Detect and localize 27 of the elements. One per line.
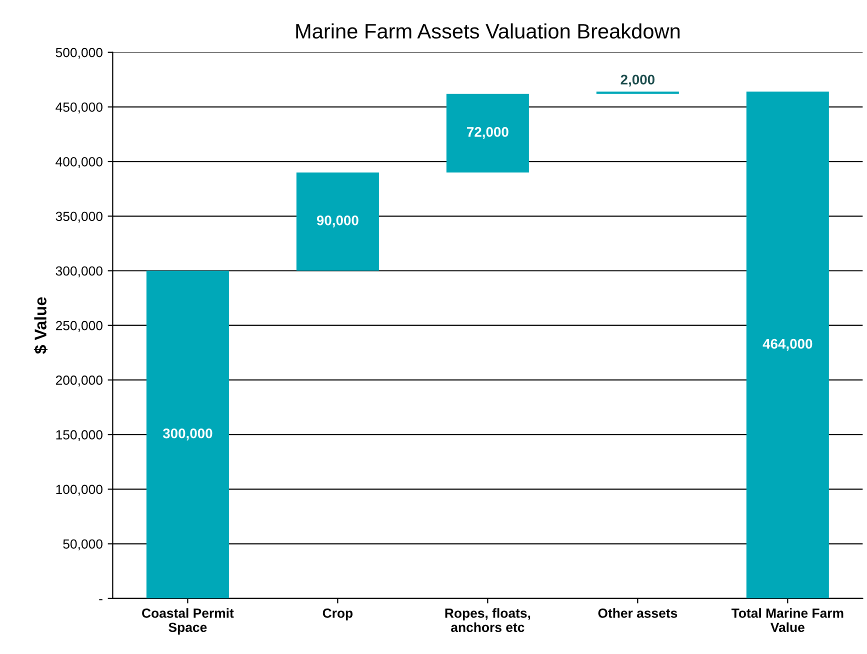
x-tick-label: Crop <box>322 608 353 620</box>
y-tick-label: 50,000 <box>63 539 102 550</box>
y-tick-label: 400,000 <box>56 157 102 168</box>
x-tick-label: Coastal Permit Space <box>142 608 234 635</box>
data-label: 300,000 <box>162 428 212 440</box>
chart-title: Marine Farm Assets Valuation Breakdown <box>296 23 680 39</box>
y-tick-label: 350,000 <box>56 212 102 223</box>
y-tick-label: 300,000 <box>56 266 102 278</box>
data-label: 464,000 <box>762 338 812 351</box>
y-tick-label: 500,000 <box>56 48 102 59</box>
x-tick-label: Ropes, floats, anchors etc <box>445 608 530 632</box>
bar <box>446 94 529 172</box>
bar <box>296 172 379 271</box>
y-axis-title: $ Value <box>34 297 48 354</box>
data-label: 90,000 <box>316 216 358 228</box>
y-tick-label: 100,000 <box>56 484 102 496</box>
x-tick-label: Other assets <box>598 608 678 618</box>
bar <box>746 92 829 598</box>
x-tick-label: Total Marine Farm Value <box>731 608 844 632</box>
data-label: 72,000 <box>467 127 508 139</box>
bar <box>146 270 229 598</box>
y-tick-label: - <box>99 599 102 600</box>
y-tick-label: 250,000 <box>56 320 102 332</box>
y-tick-label: 150,000 <box>56 430 102 442</box>
y-tick-label: 200,000 <box>56 376 102 386</box>
data-label: 2,000 <box>620 74 654 87</box>
y-tick-label: 450,000 <box>56 102 102 114</box>
